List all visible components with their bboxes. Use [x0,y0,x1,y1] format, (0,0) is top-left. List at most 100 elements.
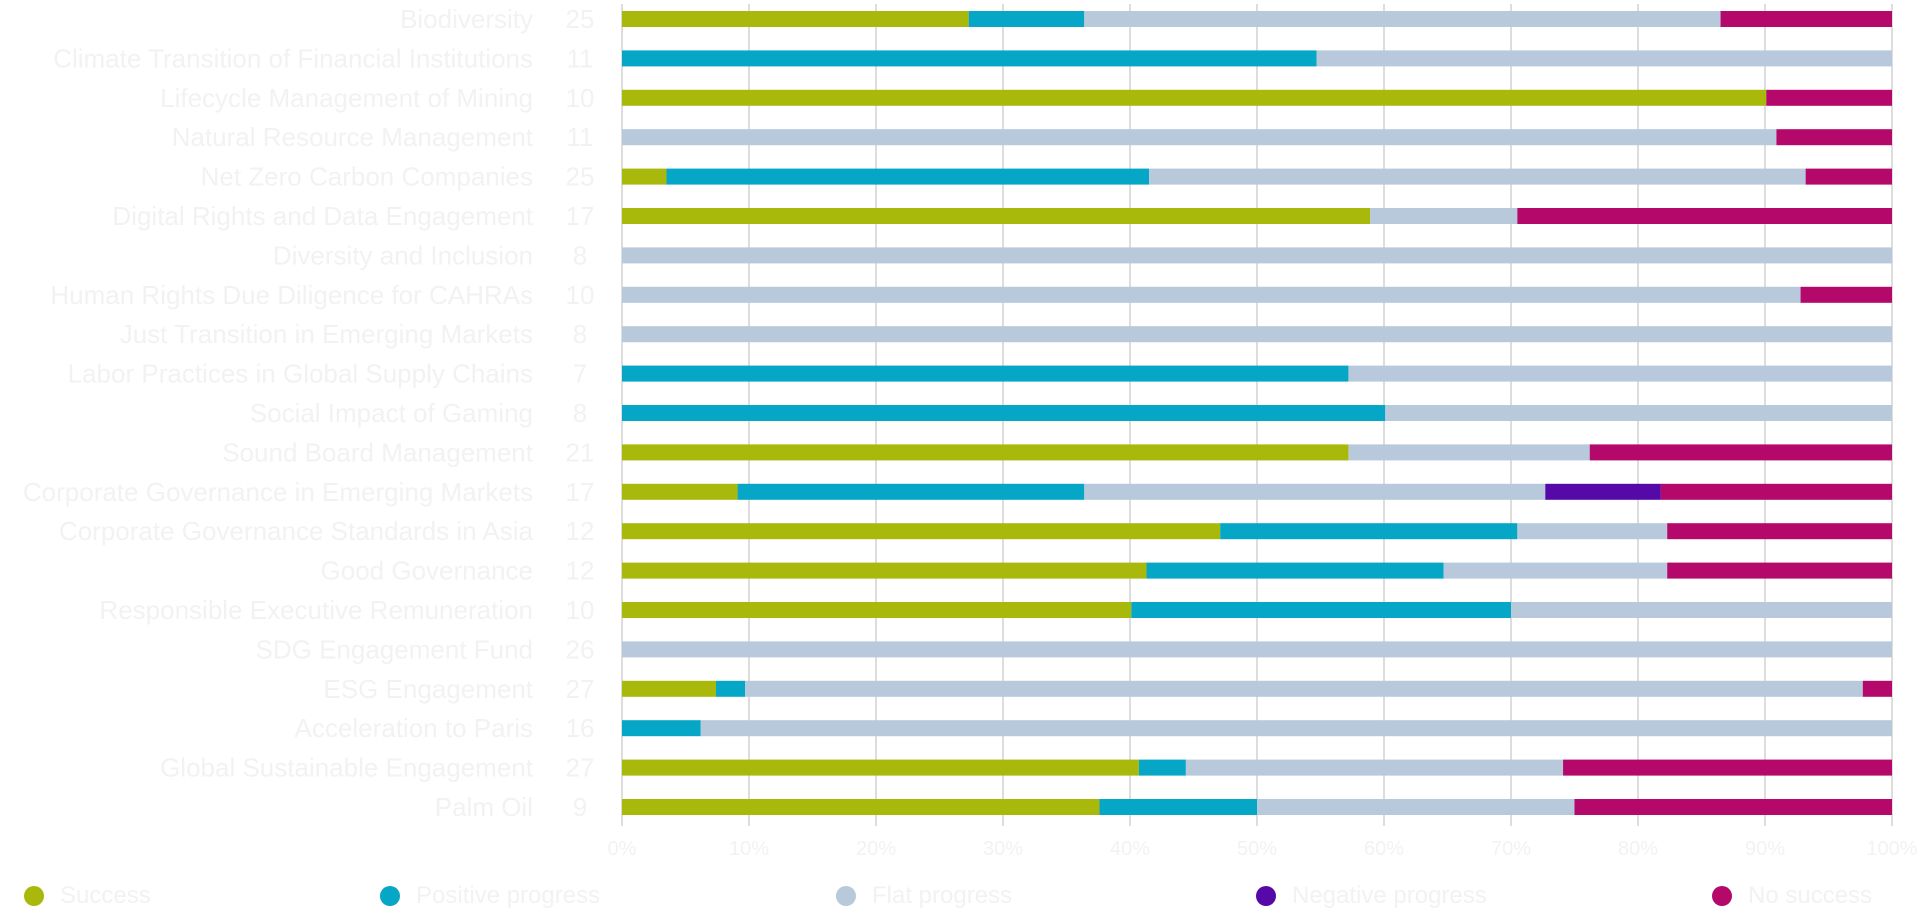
legend-label-negative-progress: Negative progress [1292,882,1487,909]
x-tick-label: 20% [856,838,896,860]
bar-segment-flat-progress [1149,168,1806,185]
count-label: 27 [566,674,595,704]
x-tick-label: 60% [1364,838,1404,860]
bar-segments [622,11,1892,815]
bar-segment-no-success [1766,89,1892,106]
bar-segment-flat-progress [1257,799,1575,815]
category-label: Good Governance [321,556,533,586]
bar-segment-no-success [1720,11,1892,27]
legend-item-flat-progress: Flat progress [836,878,1012,914]
bar-segment-flat-progress [622,326,1892,343]
count-label: 16 [566,713,595,743]
legend-swatch-flat-progress [836,886,856,906]
bar-segment-flat-progress [1084,11,1721,27]
legend-swatch-no-success [1712,886,1732,906]
legend-item-success: Success [24,878,151,914]
bar-segment-flat-progress [1348,365,1892,382]
category-label: Just Transition in Emerging Markets [120,319,533,349]
category-label: ESG Engagement [323,674,533,704]
bar-segment-flat-progress [1084,483,1546,500]
count-label: 11 [567,122,594,152]
legend-swatch-positive-progress [380,886,400,906]
bar-segment-no-success [1589,444,1892,461]
category-label: Global Sustainable Engagement [160,753,534,783]
category-label: SDG Engagement Fund [256,634,534,664]
legend: Success Positive progress Flat progress … [0,878,1920,914]
legend-label-success: Success [60,882,151,909]
x-tick-label: 30% [983,838,1023,860]
bar-segment-no-success [1517,208,1892,224]
count-label: 9 [573,792,587,822]
bar-segment-positive-progress [1146,562,1444,579]
count-label: 10 [566,595,595,625]
count-label: 7 [573,359,587,389]
count-label: 17 [566,201,595,231]
bar-segment-success [622,11,969,27]
bar-segment-flat-progress [1370,208,1518,224]
bar-segment-negative-progress [1545,483,1661,500]
category-label: Labor Practices in Global Supply Chains [68,359,533,389]
bar-segment-no-success [1805,168,1892,185]
count-label: 26 [566,634,595,664]
bar-segment-success [622,799,1100,815]
bar-segment-positive-progress [622,365,1349,382]
x-tick-label: 50% [1237,838,1277,860]
x-tick-label: 80% [1618,838,1658,860]
count-label: 25 [566,4,595,34]
legend-label-no-success: No success [1748,882,1873,909]
bar-segment-no-success [1800,286,1892,303]
x-tick-label: 0% [608,838,637,860]
bar-segment-flat-progress [1316,50,1892,67]
bar-segment-no-success [1667,562,1892,579]
bar-segment-flat-progress [1511,602,1892,618]
category-label: Net Zero Carbon Companies [201,162,533,192]
legend-item-no-success: No success [1712,878,1872,914]
bar-segment-success [622,89,1767,106]
count-label: 8 [573,398,587,428]
bar-segment-no-success [1667,523,1892,540]
bar-segment-positive-progress [622,50,1317,67]
bar-segment-positive-progress [715,680,746,697]
category-label: Social Impact of Gaming [250,398,533,428]
bar-segment-success [622,602,1132,618]
category-labels: Biodiversity Climate Transition of Financ… [23,4,534,822]
bar-segment-success [622,759,1139,776]
category-label: Corporate Governance Standards in Asia [59,516,534,546]
bar-segment-positive-progress [622,720,701,737]
count-label: 25 [566,162,595,192]
bar-segment-flat-progress [745,680,1863,697]
category-label: Diversity and Inclusion [273,240,533,270]
category-label: Palm Oil [435,792,533,822]
bar-segment-success [622,208,1371,224]
bar-segment-positive-progress [1099,799,1257,815]
bar-segment-positive-progress [622,405,1386,421]
legend-item-negative-progress: Negative progress [1256,878,1487,914]
category-label: Natural Resource Management [172,122,534,152]
bar-segment-positive-progress [968,11,1085,27]
bar-segment-success [622,680,716,697]
count-label: 12 [566,556,595,586]
bar-segment-success [622,523,1221,540]
bar-segment-flat-progress [1385,405,1892,421]
x-tick-label: 10% [729,838,769,860]
count-label: 8 [573,319,587,349]
bar-segment-flat-progress [1517,523,1668,540]
count-label: 10 [566,83,595,113]
category-label: Climate Transition of Financial Institut… [53,43,533,73]
x-tick-label: 40% [1110,838,1150,860]
chart-svg: Biodiversity Climate Transition of Financ… [23,4,1918,860]
bar-segment-success [622,444,1349,461]
legend-swatch-negative-progress [1256,886,1276,906]
legend-swatch-success [24,886,44,906]
count-label: 21 [566,437,595,467]
category-label: Human Rights Due Diligence for CAHRAs [50,280,533,310]
bar-segment-success [622,562,1147,579]
bar-segment-positive-progress [1131,602,1511,618]
bar-segment-flat-progress [622,129,1777,146]
legend-label-positive-progress: Positive progress [416,882,601,909]
count-label: 10 [566,280,595,310]
bar-segment-positive-progress [1138,759,1186,776]
bar-segment-no-success [1574,799,1892,815]
x-tick-label: 100% [1866,838,1917,860]
